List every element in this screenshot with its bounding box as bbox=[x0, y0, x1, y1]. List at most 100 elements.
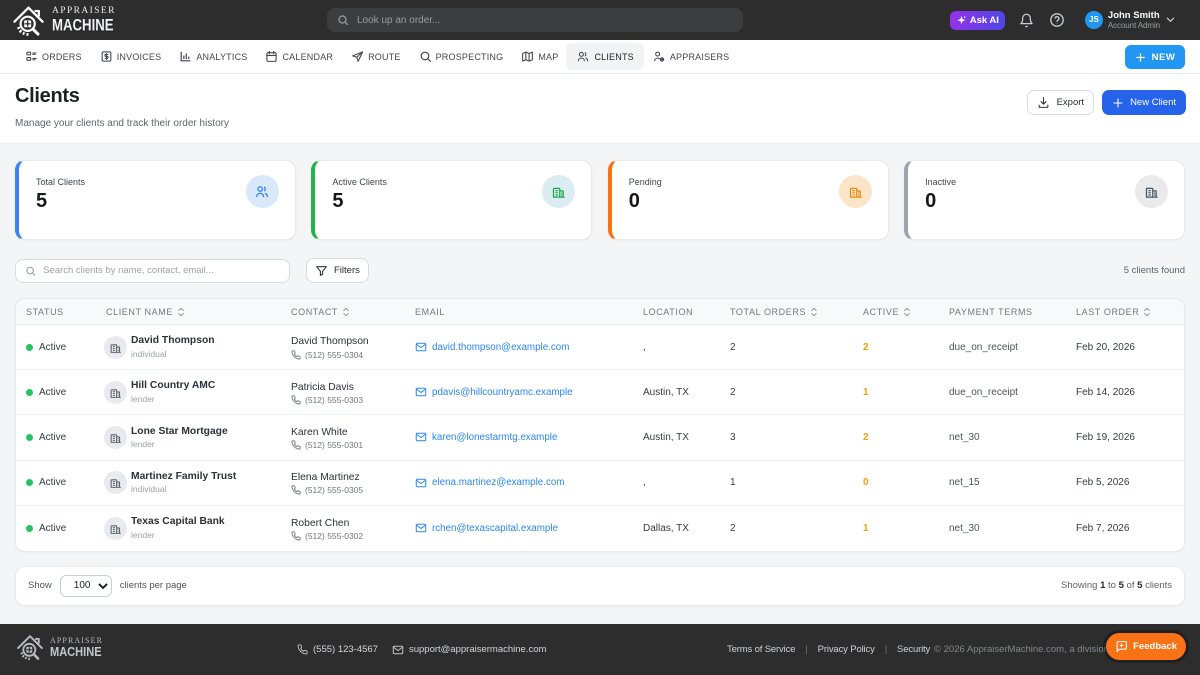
order-search-input[interactable] bbox=[357, 14, 733, 26]
sort-icon bbox=[1143, 307, 1151, 317]
showing-of-word: of bbox=[1126, 580, 1135, 592]
feedback-button[interactable]: Feedback bbox=[1106, 633, 1186, 660]
column-header[interactable]: STATUS bbox=[16, 307, 106, 317]
nav-item-label: APPRAISERS bbox=[669, 51, 730, 62]
active-orders-cell: 1 bbox=[863, 386, 869, 398]
contact-phone: (512) 555-0301 bbox=[305, 440, 364, 451]
email-link[interactable]: david.thompson@example.com bbox=[432, 341, 570, 353]
location-cell: Austin, TX bbox=[643, 386, 689, 398]
plus-icon bbox=[1135, 52, 1145, 62]
order-search[interactable] bbox=[327, 8, 743, 32]
client-name: Martinez Family Trust bbox=[131, 470, 237, 482]
column-header[interactable]: ACTIVE bbox=[863, 307, 949, 317]
notifications-bell-icon[interactable] bbox=[1019, 13, 1034, 28]
nav-item-analytics[interactable]: ANALYTICS bbox=[179, 43, 247, 70]
column-header[interactable]: LOCATION bbox=[643, 307, 730, 317]
table-row[interactable]: Active Hill Country AMC lender Patricia … bbox=[16, 370, 1184, 416]
clients-icon bbox=[576, 50, 590, 63]
chevron-down-icon bbox=[1166, 18, 1175, 23]
column-label: STATUS bbox=[26, 306, 64, 317]
status-cell: Active bbox=[16, 477, 106, 488]
email-cell[interactable]: rchen@texascapital.example bbox=[415, 522, 643, 534]
new-client-button[interactable]: New Client bbox=[1102, 90, 1186, 115]
contact-name: Patricia Davis bbox=[291, 381, 354, 393]
column-header[interactable]: CLIENT NAME bbox=[106, 307, 291, 317]
footer-link[interactable]: Privacy Policy bbox=[817, 644, 875, 655]
stat-value: 5 bbox=[332, 190, 344, 212]
client-cell: Martinez Family Trust individual bbox=[104, 470, 291, 496]
nav-item-appraisers[interactable]: APPRAISERS bbox=[652, 43, 730, 70]
last-order-cell: Feb 20, 2026 bbox=[1076, 341, 1135, 353]
showing-to-word: to bbox=[1108, 580, 1116, 592]
column-header[interactable]: CONTACT bbox=[291, 307, 415, 317]
new-button-label: NEW bbox=[1151, 51, 1176, 63]
nav-item-invoices[interactable]: INVOICES bbox=[100, 43, 162, 70]
email-cell[interactable]: karen@lonestarmtg.example bbox=[415, 431, 643, 443]
contact-phone: (512) 555-0304 bbox=[305, 349, 364, 360]
email-cell[interactable]: pdavis@hillcountryamc.example bbox=[415, 386, 643, 398]
building-icon bbox=[542, 175, 576, 208]
email-cell[interactable]: david.thompson@example.com bbox=[415, 341, 643, 353]
main-nav: ORDERS INVOICES ANALYTICS CALENDAR ROUTE bbox=[0, 40, 1200, 74]
help-icon[interactable] bbox=[1049, 12, 1065, 28]
client-type: lender bbox=[131, 393, 155, 404]
contact-cell: Patricia Davis (512) 555-0303 bbox=[291, 380, 415, 405]
column-header[interactable]: PAYMENT TERMS bbox=[949, 307, 1076, 317]
email-link[interactable]: rchen@texascapital.example bbox=[432, 522, 558, 534]
table-row[interactable]: Active Lone Star Mortgage lender Karen W… bbox=[16, 415, 1184, 461]
table-row[interactable]: Active Texas Capital Bank lender Robert … bbox=[16, 506, 1184, 551]
column-label: TOTAL ORDERS bbox=[730, 306, 807, 317]
showing-to: 5 bbox=[1118, 580, 1124, 592]
filters-button[interactable]: Filters bbox=[306, 258, 369, 283]
clients-table: STATUS CLIENT NAME CONTACT bbox=[15, 298, 1185, 552]
status-dot-icon bbox=[26, 388, 33, 396]
clients-search-input[interactable] bbox=[43, 265, 280, 276]
building-avatar-icon bbox=[104, 380, 127, 404]
email-cell[interactable]: elena.martinez@example.com bbox=[415, 477, 643, 489]
page-header: Clients Manage your clients and track th… bbox=[0, 74, 1200, 144]
new-button[interactable]: NEW bbox=[1125, 45, 1185, 69]
active-orders-cell: 2 bbox=[863, 431, 869, 443]
status-label: Active bbox=[39, 431, 67, 443]
footer-link[interactable]: Security bbox=[897, 644, 931, 655]
nav-item-map[interactable]: MAP bbox=[521, 43, 558, 70]
export-button[interactable]: Export bbox=[1026, 90, 1095, 115]
sort-icon bbox=[177, 307, 185, 317]
nav-item-calendar[interactable]: CALENDAR bbox=[265, 43, 333, 70]
email-link[interactable]: karen@lonestarmtg.example bbox=[432, 431, 558, 443]
email-link[interactable]: elena.martinez@example.com bbox=[432, 477, 565, 489]
footer: APPRAISER MACHINE (555) 123-4567 support… bbox=[0, 624, 1200, 675]
per-page-select[interactable]: 100 bbox=[59, 574, 112, 597]
nav-item-orders[interactable]: ORDERS bbox=[25, 43, 82, 70]
ask-ai-button[interactable]: Ask AI bbox=[949, 10, 1005, 30]
user-menu[interactable]: JS John Smith Account Admin bbox=[1084, 10, 1176, 31]
per-page-suffix: clients per page bbox=[119, 580, 187, 592]
filter-funnel-icon bbox=[316, 266, 327, 276]
nav-item-prospecting[interactable]: PROSPECTING bbox=[419, 43, 504, 70]
clients-search[interactable] bbox=[15, 258, 290, 283]
building-icon bbox=[1135, 175, 1168, 208]
location-cell: , bbox=[643, 341, 646, 353]
payment-terms-cell: due_on_receipt bbox=[949, 341, 1018, 353]
payment-terms-cell: net_30 bbox=[949, 431, 980, 443]
content: Total Clients 5 Active Clients 5 Pending… bbox=[0, 144, 1200, 606]
column-header[interactable]: LAST ORDER bbox=[1076, 307, 1184, 317]
table-row[interactable]: Active David Thompson individual David T… bbox=[16, 325, 1184, 371]
status-dot-icon bbox=[26, 524, 33, 532]
search-icon bbox=[26, 266, 36, 276]
nav-item-clients[interactable]: CLIENTS bbox=[566, 43, 644, 70]
envelope-icon bbox=[415, 478, 427, 487]
column-header[interactable]: EMAIL bbox=[415, 307, 643, 317]
stat-label: Pending bbox=[628, 177, 662, 187]
client-name: Lone Star Mortgage bbox=[131, 425, 228, 437]
table-row[interactable]: Active Martinez Family Trust individual … bbox=[16, 461, 1184, 506]
column-header[interactable]: TOTAL ORDERS bbox=[730, 307, 863, 317]
nav-item-route[interactable]: ROUTE bbox=[351, 43, 401, 70]
footer-link[interactable]: Terms of Service bbox=[727, 644, 796, 655]
envelope-icon bbox=[415, 388, 427, 397]
route-icon bbox=[351, 50, 364, 63]
contact-cell: David Thompson (512) 555-0304 bbox=[291, 334, 415, 359]
footer-email[interactable]: support@appraisermachine.com bbox=[392, 644, 546, 656]
email-link[interactable]: pdavis@hillcountryamc.example bbox=[432, 386, 573, 398]
last-order-cell: Feb 7, 2026 bbox=[1076, 522, 1130, 534]
